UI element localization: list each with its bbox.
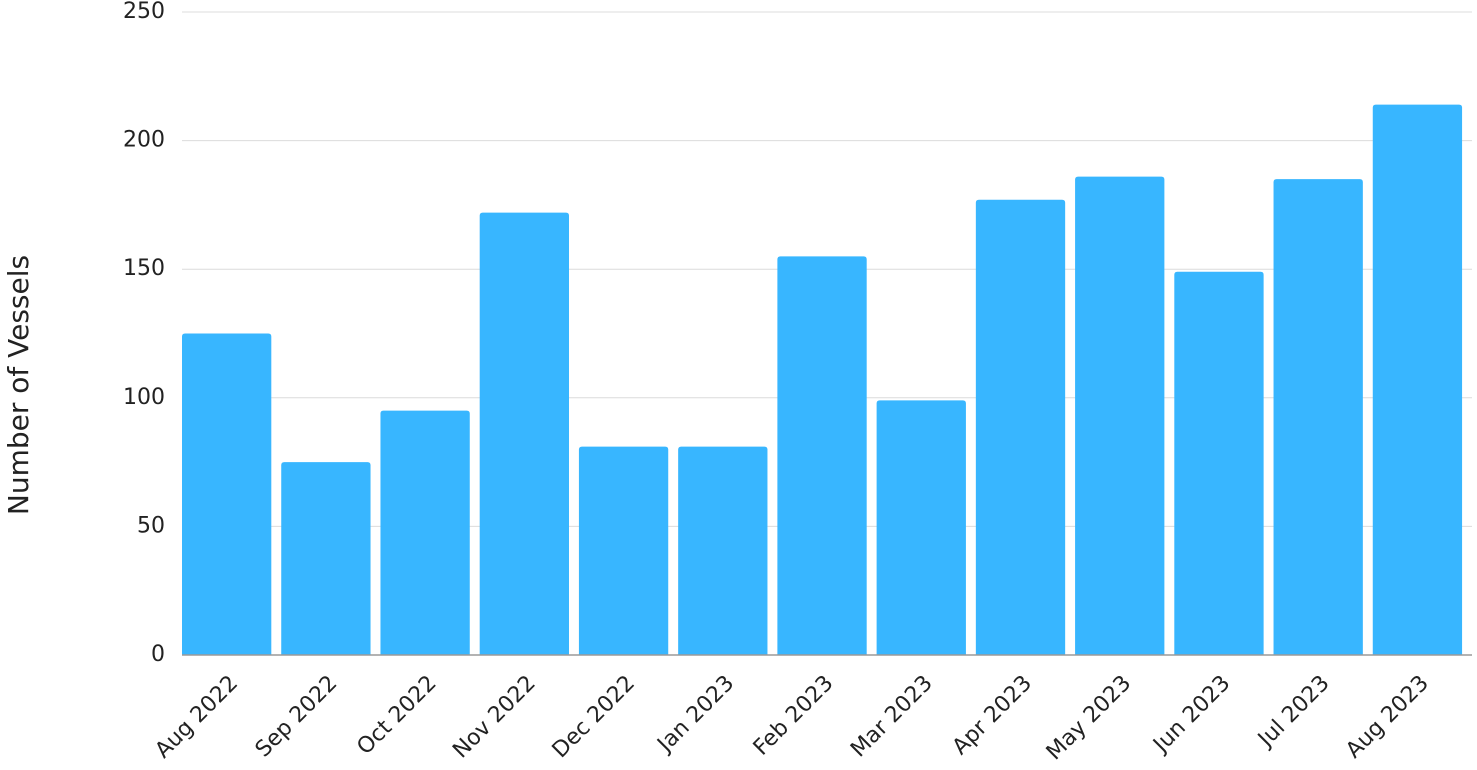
bar (975, 199, 1066, 656)
y-tick-label: 200 (123, 128, 165, 153)
y-tick-label: 0 (151, 642, 165, 667)
x-tick-label: Apr 2023 (948, 671, 1037, 760)
x-tick-label: Jul 2023 (1252, 671, 1334, 753)
bar (777, 256, 867, 655)
y-axis-label: Number of Vessels (2, 255, 35, 515)
x-tick-label: May 2023 (1042, 671, 1136, 765)
x-tick-label: Dec 2022 (548, 671, 640, 763)
bar (876, 400, 966, 655)
x-tick-label: Aug 2022 (151, 671, 244, 764)
bar (678, 446, 768, 655)
x-tick-label: Sep 2022 (251, 671, 343, 763)
bar (1075, 176, 1165, 655)
bar (1372, 104, 1463, 656)
x-tick-label: Feb 2023 (749, 671, 839, 761)
x-tick-label: Mar 2023 (846, 671, 938, 763)
bar (578, 446, 669, 655)
y-tick-label: 250 (123, 0, 165, 24)
x-tick-label: Aug 2023 (1341, 671, 1434, 764)
x-tick-label: Nov 2022 (448, 671, 541, 764)
y-tick-label: 100 (123, 385, 165, 410)
bar (182, 333, 272, 655)
bar (1273, 179, 1363, 655)
x-tick-label: Jan 2023 (652, 671, 740, 759)
bar (1174, 271, 1264, 655)
bar (281, 462, 371, 655)
y-tick-label: 50 (137, 513, 165, 538)
x-tick-label: Jun 2023 (1148, 671, 1236, 759)
x-tick-label: Oct 2022 (352, 671, 441, 760)
bar (479, 212, 569, 655)
bar (380, 410, 470, 655)
y-tick-label: 150 (123, 256, 165, 281)
